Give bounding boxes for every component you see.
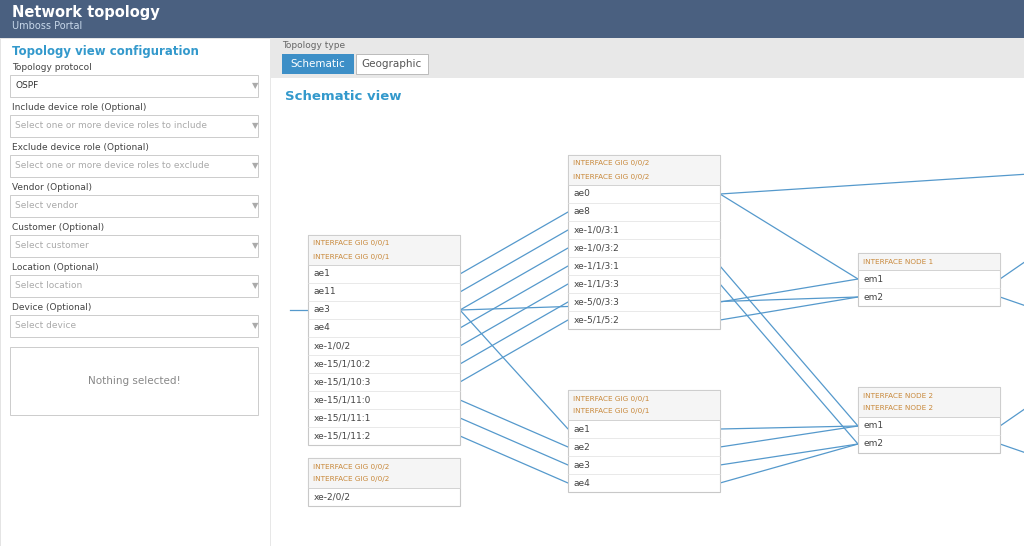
- Text: Select device: Select device: [15, 322, 76, 330]
- Text: ae0: ae0: [574, 189, 591, 199]
- Text: Select customer: Select customer: [15, 241, 89, 251]
- Bar: [10, 115, 258, 137]
- Text: em2: em2: [864, 440, 884, 448]
- Text: xe-1/0/3:1: xe-1/0/3:1: [574, 225, 620, 234]
- Text: ▼: ▼: [252, 282, 258, 290]
- Bar: [568, 155, 720, 329]
- Bar: [356, 54, 428, 74]
- Bar: [10, 275, 258, 297]
- Bar: [10, 315, 258, 337]
- Text: em1: em1: [864, 422, 884, 430]
- Text: ▼: ▼: [252, 201, 258, 211]
- Text: INTERFACE GIG 0/0/2: INTERFACE GIG 0/0/2: [313, 464, 389, 470]
- Bar: [308, 458, 460, 506]
- Bar: [0, 38, 270, 546]
- Text: INTERFACE GIG 0/0/2: INTERFACE GIG 0/0/2: [573, 161, 649, 167]
- Bar: [10, 347, 258, 415]
- Text: ae1: ae1: [574, 424, 591, 434]
- Text: xe-15/1/10:2: xe-15/1/10:2: [314, 359, 372, 369]
- Bar: [282, 54, 354, 74]
- Text: xe-2/0/2: xe-2/0/2: [314, 492, 351, 501]
- Bar: [10, 195, 258, 217]
- Bar: [858, 387, 1000, 417]
- Text: xe-5/1/5:2: xe-5/1/5:2: [574, 316, 620, 324]
- Bar: [308, 235, 460, 265]
- Text: INTERFACE NODE 2: INTERFACE NODE 2: [863, 393, 933, 399]
- Text: xe-1/0/3:2: xe-1/0/3:2: [574, 244, 620, 252]
- Text: INTERFACE NODE 1: INTERFACE NODE 1: [863, 258, 933, 264]
- Text: ae3: ae3: [314, 306, 331, 314]
- Text: INTERFACE GIG 0/0/1: INTERFACE GIG 0/0/1: [573, 408, 649, 414]
- Bar: [308, 235, 460, 445]
- Bar: [10, 155, 258, 177]
- Text: xe-1/1/3:3: xe-1/1/3:3: [574, 280, 620, 288]
- Text: INTERFACE GIG 0/0/2: INTERFACE GIG 0/0/2: [573, 174, 649, 180]
- Text: ae1: ae1: [314, 270, 331, 278]
- Text: Select one or more device roles to exclude: Select one or more device roles to exclu…: [15, 162, 209, 170]
- Bar: [10, 235, 258, 257]
- Bar: [858, 253, 1000, 270]
- Bar: [858, 387, 1000, 453]
- Text: Topology view configuration: Topology view configuration: [12, 45, 199, 58]
- Text: ae2: ae2: [574, 442, 591, 452]
- Text: INTERFACE NODE 2: INTERFACE NODE 2: [863, 406, 933, 412]
- Text: Select location: Select location: [15, 282, 82, 290]
- Text: em2: em2: [864, 293, 884, 301]
- Text: xe-15/1/11:2: xe-15/1/11:2: [314, 431, 372, 441]
- Bar: [10, 75, 258, 97]
- Text: xe-15/1/11:0: xe-15/1/11:0: [314, 395, 372, 405]
- Text: em1: em1: [864, 275, 884, 283]
- Text: ae4: ae4: [574, 478, 591, 488]
- Text: INTERFACE GIG 0/0/1: INTERFACE GIG 0/0/1: [573, 395, 649, 401]
- Text: OSPF: OSPF: [15, 81, 38, 91]
- Text: ae8: ae8: [574, 207, 591, 217]
- Text: Topology protocol: Topology protocol: [12, 63, 92, 72]
- Text: Umboss Portal: Umboss Portal: [12, 21, 82, 31]
- Text: xe-1/0/2: xe-1/0/2: [314, 341, 351, 351]
- Text: Network topology: Network topology: [12, 4, 160, 20]
- Text: Topology type: Topology type: [282, 41, 345, 50]
- Bar: [568, 390, 720, 420]
- Text: Geographic: Geographic: [361, 59, 422, 69]
- Text: xe-15/1/11:1: xe-15/1/11:1: [314, 413, 372, 423]
- Text: Select vendor: Select vendor: [15, 201, 78, 211]
- Text: Include device role (Optional): Include device role (Optional): [12, 103, 146, 112]
- Text: ▼: ▼: [252, 162, 258, 170]
- Text: Schematic view: Schematic view: [285, 90, 401, 103]
- Text: Select one or more device roles to include: Select one or more device roles to inclu…: [15, 122, 207, 130]
- Text: INTERFACE GIG 0/0/2: INTERFACE GIG 0/0/2: [313, 477, 389, 483]
- Text: INTERFACE GIG 0/0/1: INTERFACE GIG 0/0/1: [313, 253, 389, 259]
- Text: ae4: ae4: [314, 323, 331, 333]
- Text: Location (Optional): Location (Optional): [12, 263, 98, 272]
- Text: Device (Optional): Device (Optional): [12, 303, 91, 312]
- Text: Exclude device role (Optional): Exclude device role (Optional): [12, 143, 148, 152]
- Text: xe-5/0/3:3: xe-5/0/3:3: [574, 298, 620, 306]
- Text: ▼: ▼: [252, 122, 258, 130]
- Text: INTERFACE GIG 0/0/1: INTERFACE GIG 0/0/1: [313, 240, 389, 246]
- Bar: [308, 458, 460, 488]
- Text: ▼: ▼: [252, 241, 258, 251]
- Text: Customer (Optional): Customer (Optional): [12, 223, 104, 232]
- Text: ae3: ae3: [574, 460, 591, 470]
- Text: Vendor (Optional): Vendor (Optional): [12, 183, 92, 192]
- Bar: [568, 155, 720, 185]
- Bar: [568, 390, 720, 492]
- Text: xe-15/1/10:3: xe-15/1/10:3: [314, 377, 372, 387]
- Text: xe-1/1/3:1: xe-1/1/3:1: [574, 262, 620, 270]
- Text: Nothing selected!: Nothing selected!: [88, 376, 180, 386]
- Text: Schematic: Schematic: [291, 59, 345, 69]
- Bar: [270, 38, 1024, 78]
- Bar: [270, 38, 1024, 546]
- Bar: [0, 0, 1024, 38]
- Text: ▼: ▼: [252, 81, 258, 91]
- Bar: [858, 253, 1000, 306]
- Text: ▼: ▼: [252, 322, 258, 330]
- Text: ae11: ae11: [314, 288, 337, 296]
